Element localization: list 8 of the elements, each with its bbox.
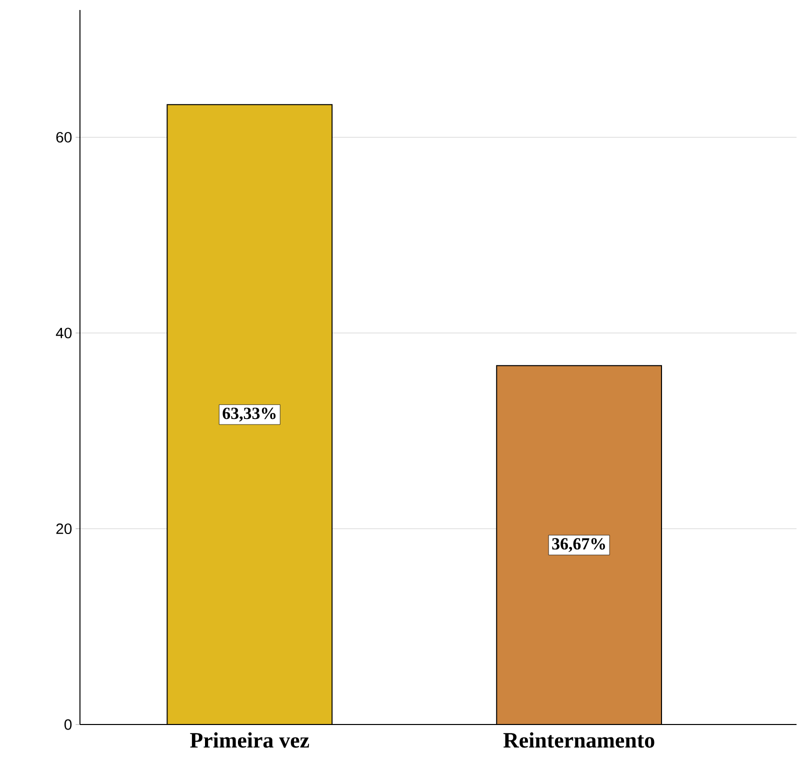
x-tick-label: Reinternamento <box>503 732 654 748</box>
data-label: 63,33% <box>222 408 276 422</box>
y-tick-label: 0 <box>64 719 72 730</box>
y-tick-label: 40 <box>56 328 72 339</box>
y-tick-label: 60 <box>56 132 72 143</box>
x-tick-label: Primeira vez <box>190 732 310 748</box>
y-tick-label: 20 <box>56 524 72 534</box>
data-label: 36,67% <box>552 538 605 552</box>
